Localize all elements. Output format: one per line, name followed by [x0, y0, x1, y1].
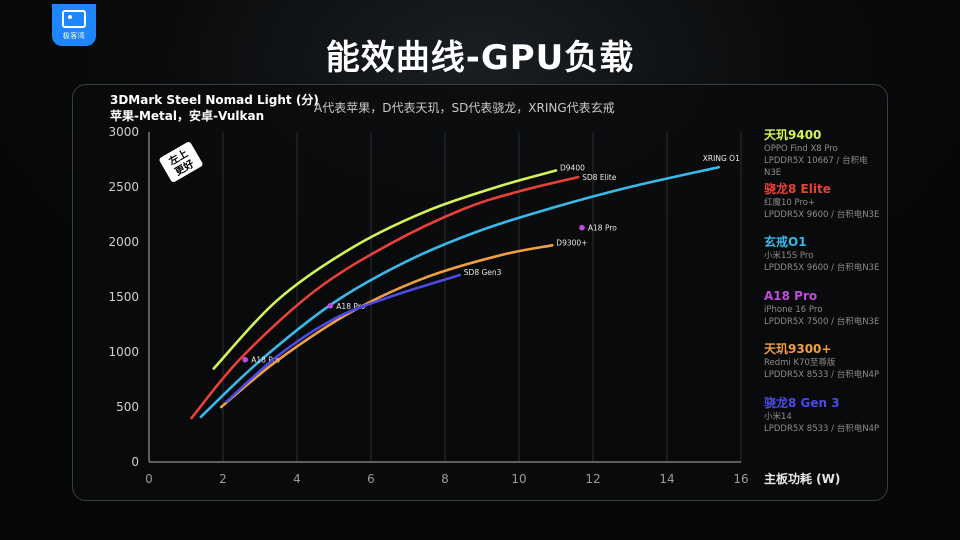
chart-subtitle-api: 苹果-Metal，安卓-Vulkan — [110, 109, 265, 123]
series-line — [199, 165, 721, 419]
chart-panel — [72, 84, 888, 501]
series-end-label: D9300+ — [556, 238, 587, 247]
series-line — [190, 175, 580, 420]
y-tick-label: 1000 — [108, 345, 139, 359]
legend-memory: LPDDR5X 8533 / 台积电N4P — [764, 423, 880, 434]
x-axis-label: 主板功耗 (W) — [764, 471, 840, 486]
series-line — [212, 169, 558, 370]
badge-background — [159, 141, 203, 183]
series-end-label: SD8 Elite — [582, 173, 617, 182]
data-label-a18-pro: A18 Pro — [251, 356, 280, 365]
y-tick-label: 2500 — [108, 180, 139, 194]
data-point-a18-pro — [579, 224, 585, 231]
x-tick-label: 8 — [441, 472, 449, 486]
y-tick-label: 0 — [131, 455, 139, 469]
chart-note: A代表苹果，D代表天玑，SD代表骁龙，XRING代表玄戒 — [314, 101, 615, 115]
x-tick-label: 6 — [367, 472, 375, 486]
legend-chip-name: A18 Pro — [764, 288, 818, 303]
legend-device: iPhone 16 Pro — [764, 304, 823, 315]
legend-item: 天玑9300+ Redmi K70至尊版 LPDDR5X 8533 / 台积电N4P — [764, 342, 884, 396]
legend-device: 小米15S Pro — [764, 251, 814, 261]
legend-device: 红魔10 Pro+ — [764, 197, 816, 208]
page-title: 能效曲线-GPU负载 — [325, 38, 635, 78]
data-point-a18-pro — [242, 356, 248, 363]
legend-memory: LPDDR5X 9600 / 台积电N3E — [764, 209, 880, 220]
chart-subtitle-benchmark: 3DMark Steel Nomad Light (分) — [110, 93, 319, 107]
legend-item: 骁龙8 Gen 3 小米14 LPDDR5X 8533 / 台积电N4P — [764, 396, 884, 450]
legend-device: OPPO Find X8 Pro — [764, 144, 838, 154]
legend-item: A18 Pro iPhone 16 Pro LPDDR5X 7500 / 台积电N3… — [764, 289, 884, 343]
legend-item: 天玑9400 OPPO Find X8 Pro LPDDR5X 10667 / 台积… — [764, 128, 884, 182]
legend-memory: LPDDR5X 8533 / 台积电N4P — [764, 370, 880, 380]
series-line — [225, 273, 462, 403]
brand-logo: 极客湾 — [52, 4, 96, 46]
y-tick-label: 2000 — [108, 235, 139, 249]
chart-legend: 天玑9400 OPPO Find X8 Pro LPDDR5X 10667 / 台积… — [764, 128, 884, 449]
series-end-label: SD8 Gen3 — [464, 268, 502, 277]
legend-chip-name: 玄戒O1 — [764, 235, 807, 249]
legend-memory: LPDDR5X 10667 / 台积电N3E — [764, 156, 868, 178]
y-tick-label: 1500 — [108, 290, 139, 304]
x-tick-label: 0 — [145, 472, 153, 486]
legend-chip-name: 骁龙8 Gen 3 — [764, 395, 840, 410]
series-line — [219, 244, 554, 409]
legend-memory: LPDDR5X 9600 / 台积电N3E — [764, 263, 880, 273]
legend-item: 玄戒O1 小米15S Pro LPDDR5X 9600 / 台积电N3E — [764, 235, 884, 289]
data-label-a18-pro: A18 Pro — [336, 302, 365, 311]
legend-device: 小米14 — [764, 411, 792, 422]
x-tick-label: 16 — [733, 472, 748, 486]
data-label-a18-pro: A18 Pro — [588, 224, 617, 233]
legend-chip-name: 天玑9300+ — [764, 342, 832, 356]
brand-name: 极客湾 — [62, 31, 86, 40]
legend-chip-name: 天玑9400 — [764, 128, 822, 142]
y-tick-label: 500 — [116, 400, 139, 414]
x-tick-label: 4 — [293, 472, 301, 486]
x-tick-label: 2 — [219, 472, 227, 486]
x-tick-label: 10 — [511, 472, 526, 486]
series-end-label: D9400 — [560, 164, 585, 173]
legend-device: Redmi K70至尊版 — [764, 358, 836, 368]
legend-item: 骁龙8 Elite 红魔10 Pro+ LPDDR5X 9600 / 台积电N3E — [764, 182, 884, 236]
monitor-icon — [62, 9, 86, 28]
x-tick-label: 12 — [585, 472, 600, 486]
legend-memory: LPDDR5X 7500 / 台积电N3E — [764, 316, 880, 327]
y-tick-label: 3000 — [108, 125, 139, 139]
series-end-label: XRING O1 — [703, 154, 740, 163]
x-tick-label: 14 — [659, 472, 674, 486]
data-point-a18-pro — [327, 303, 334, 309]
legend-chip-name: 骁龙8 Elite — [764, 181, 831, 196]
